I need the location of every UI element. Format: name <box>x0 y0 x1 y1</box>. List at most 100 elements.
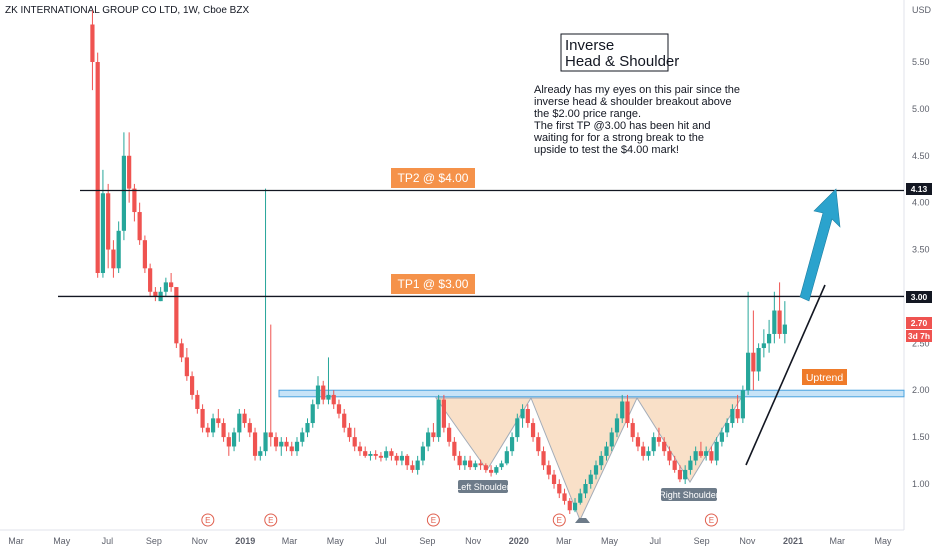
candle-body <box>777 310 782 334</box>
candle-body <box>142 240 147 269</box>
candle-body <box>111 249 116 269</box>
candle-body <box>174 287 179 344</box>
candle-body <box>441 399 446 428</box>
candle-body <box>625 401 630 424</box>
projection-arrow[interactable] <box>799 188 841 302</box>
left-shoulder-triangle <box>435 397 532 471</box>
pattern-title-line1: Inverse <box>565 37 614 54</box>
tp1-label[interactable]: TP1 @ $3.00 <box>391 274 475 294</box>
candle-body <box>216 418 221 424</box>
candle-body <box>651 437 656 452</box>
time-axis[interactable]: Mar May Jul Sep Nov 2019 Mar May Jul Sep Nov 2020 Ma… <box>8 536 892 546</box>
candle-body <box>782 324 787 334</box>
candle-body <box>620 401 625 419</box>
candle-body <box>205 427 210 433</box>
candle-body <box>127 155 132 189</box>
candle-body <box>347 427 352 438</box>
candle-body <box>310 404 315 424</box>
candle-body <box>247 423 252 433</box>
candle-body <box>557 484 562 494</box>
uptrend-label-bg <box>802 369 847 385</box>
pattern-title-box[interactable]: Inverse Head & Shoulder <box>560 33 679 72</box>
candle-body <box>420 446 425 461</box>
uptrend-line[interactable] <box>745 284 826 466</box>
right-shoulder-tag-bg <box>661 488 717 501</box>
time-tick-label: Sep <box>146 536 162 546</box>
candle-body <box>321 385 326 400</box>
pattern-title-frame <box>560 33 669 72</box>
candle-body <box>756 348 761 372</box>
price-tick-label: 4.50 <box>912 151 930 161</box>
candle-body <box>195 394 200 409</box>
time-tick-label: Nov <box>465 536 482 546</box>
candle-body <box>90 24 95 62</box>
candle-body <box>189 376 195 395</box>
candle-body <box>426 432 431 447</box>
uptrend-label[interactable]: Uptrend <box>802 369 847 385</box>
price-tick-label: 1.50 <box>912 432 930 442</box>
price-tag-4-13: 4.13 <box>906 183 932 195</box>
candle-body <box>184 357 189 377</box>
countdown-tag-bg <box>906 330 932 342</box>
earnings-marker-label: E <box>268 516 273 525</box>
candle-body <box>583 484 588 494</box>
time-tick-label: Sep <box>419 536 435 546</box>
candle-body <box>488 469 494 473</box>
candle-body <box>431 432 436 438</box>
tp2-label[interactable]: TP2 @ $4.00 <box>391 168 475 188</box>
right-shoulder-tag[interactable]: Right Shoulder <box>659 488 719 501</box>
price-tick-label: 2.00 <box>912 385 930 395</box>
time-tick-label: Mar <box>8 536 24 546</box>
candle-body <box>604 446 609 456</box>
candle-body <box>336 404 342 414</box>
left-shoulder-tag-bg <box>458 480 508 493</box>
note-line: waiting for for a strong break to the <box>533 132 704 144</box>
candle-body <box>237 413 242 433</box>
countdown-tag: 3d 7h <box>906 330 932 342</box>
pattern-title-line2: Head & Shoulder <box>565 53 679 70</box>
candle-body <box>342 413 347 428</box>
current-price-tag: 2.70 <box>906 317 932 329</box>
earnings-marker-label: E <box>709 516 714 525</box>
price-tag-3-00: 3.00 <box>906 291 932 303</box>
candle-body <box>179 343 184 358</box>
candle-body <box>683 469 688 480</box>
candle-body <box>137 212 142 241</box>
chart-title: ZK INTERNATIONAL GROUP CO LTD, 1W, Cboe … <box>5 5 249 16</box>
candle-body <box>373 453 378 456</box>
price-tag-text: 3.00 <box>911 292 928 302</box>
candle-body <box>478 463 483 466</box>
candle-body <box>95 62 100 273</box>
candle-body <box>163 282 168 292</box>
candle-body <box>546 465 551 475</box>
currency-label: USD <box>912 5 932 15</box>
candle-body <box>551 474 557 484</box>
neckline-zone[interactable] <box>278 389 905 398</box>
candle-body <box>331 394 336 405</box>
time-tick-label: Jul <box>649 536 661 546</box>
candle-body <box>294 441 300 452</box>
candle-body <box>121 155 127 231</box>
time-tick-label: Mar <box>556 536 572 546</box>
candle-body <box>536 437 541 452</box>
price-tick-label: 5.50 <box>912 57 930 67</box>
left-shoulder-tag[interactable]: Left Shoulder <box>456 480 510 493</box>
candle-body <box>116 230 121 269</box>
candle-body <box>688 460 693 470</box>
time-tick-label: Mar <box>830 536 846 546</box>
candle-body <box>462 460 467 466</box>
candle-body <box>515 418 520 438</box>
candle-body <box>399 455 405 461</box>
candle-body <box>541 451 546 466</box>
candle-body <box>704 451 709 456</box>
candle-body <box>593 465 599 475</box>
candle-body <box>672 460 677 470</box>
candle-body <box>714 441 719 461</box>
candle-body <box>662 441 667 452</box>
candle-body <box>525 408 530 424</box>
time-tick-label: May <box>327 536 345 546</box>
candle-body <box>746 352 751 391</box>
candle-body <box>766 333 772 344</box>
